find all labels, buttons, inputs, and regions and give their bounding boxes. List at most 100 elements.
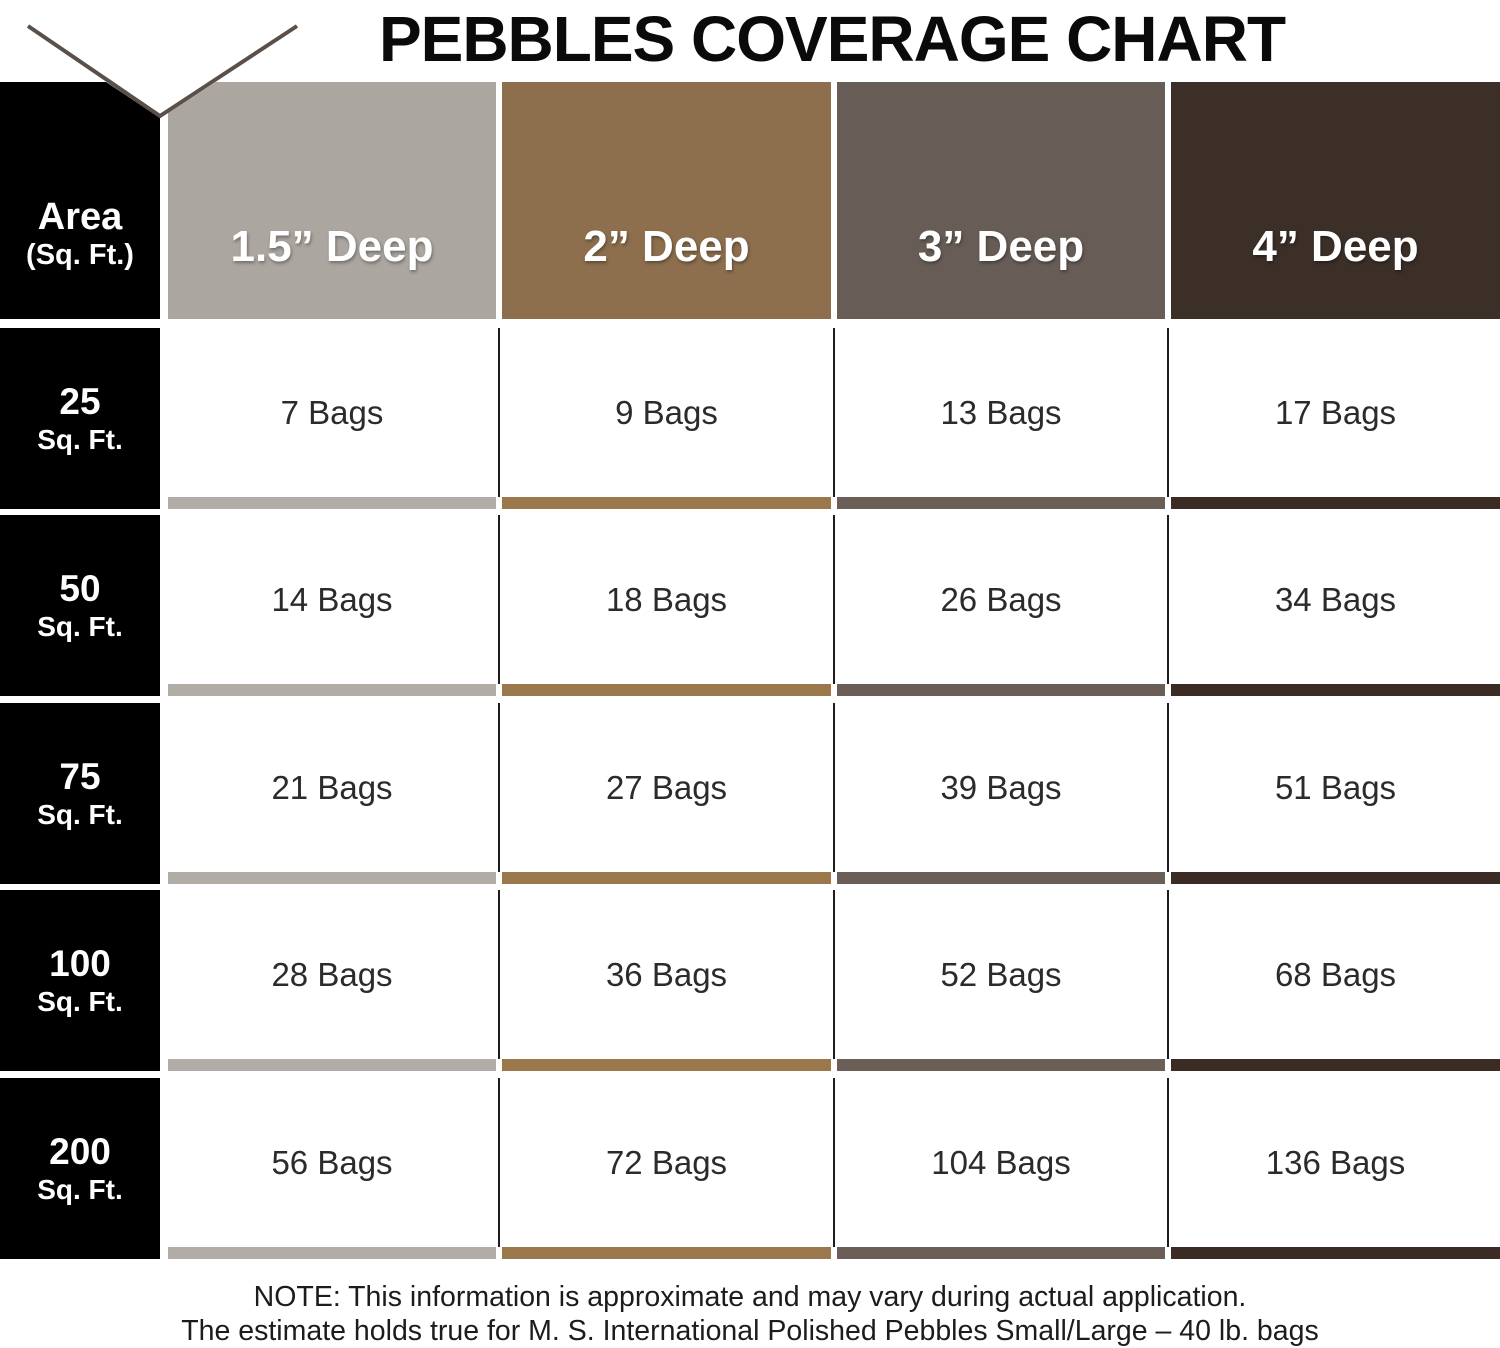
area-header-cell: Area (Sq. Ft.) [0,82,160,319]
cell-value: 9 Bags [502,328,831,497]
column-divider [1165,515,1171,684]
cell-value: 28 Bags [168,890,496,1059]
cell-value: 21 Bags [168,703,496,872]
footnote-line-1: NOTE: This information is approximate an… [253,1281,1247,1313]
area-unit: Sq. Ft. [37,424,123,455]
column-color-strip [1171,872,1500,884]
area-cell-100: 100 Sq. Ft. [0,890,160,1071]
cell-value: 68 Bags [1171,890,1500,1059]
area-cell-25: 25 Sq. Ft. [0,328,160,509]
table-row: 50 Sq. Ft. 14 Bags 18 Bags 26 Bags 34 Ba… [0,515,1500,703]
cell-value: 27 Bags [502,703,831,872]
column-divider [831,1078,837,1247]
column-divider [1165,703,1171,872]
cell-100-2deep: 36 Bags [502,890,831,1078]
cell-value: 51 Bags [1171,703,1500,872]
column-divider [496,890,502,1059]
area-header-label: Area [37,196,123,238]
cell-value: 26 Bags [837,515,1165,684]
column-divider [1165,328,1171,497]
column-header-3-deep: 3” Deep [837,82,1165,319]
cell-50-2deep: 18 Bags [502,515,831,703]
column-color-strip [168,872,496,884]
area-value: 25 [59,381,101,422]
table-row: 75 Sq. Ft. 21 Bags 27 Bags 39 Bags 51 Ba… [0,703,1500,891]
column-divider [496,328,502,497]
table-row: 100 Sq. Ft. 28 Bags 36 Bags 52 Bags 68 B… [0,890,1500,1078]
area-cell-50: 50 Sq. Ft. [0,515,160,696]
cell-100-1-5deep: 28 Bags [168,890,496,1078]
cell-200-3deep: 104 Bags [837,1078,1165,1266]
area-value: 75 [59,756,101,797]
area-value: 100 [49,943,111,984]
area-unit: Sq. Ft. [37,799,123,830]
column-divider [496,703,502,872]
area-cell-200: 200 Sq. Ft. [0,1078,160,1259]
column-color-strip [168,497,496,509]
table-row: 25 Sq. Ft. 7 Bags 9 Bags 13 Bags 17 Bags [0,328,1500,516]
table-header-row: Area (Sq. Ft.) 1.5” Deep 2” Deep 3” Deep… [0,82,1500,319]
page-title: PEBBLES COVERAGE CHART [378,3,1286,75]
footnote-line-2: The estimate holds true for M. S. Intern… [181,1315,1319,1347]
column-header-1-5-deep: 1.5” Deep [168,82,496,319]
area-unit: Sq. Ft. [37,611,123,642]
column-divider [496,1078,502,1247]
v-checkmark-decoration [26,24,299,119]
column-divider [1165,1078,1171,1247]
column-color-strip [502,684,831,696]
column-color-strip [837,497,1165,509]
column-divider [831,328,837,497]
footnote: NOTE: This information is approximate an… [0,1280,1500,1348]
cell-200-2deep: 72 Bags [502,1078,831,1266]
cell-100-4deep: 68 Bags [1171,890,1500,1078]
area-value: 200 [49,1131,111,1172]
column-divider [831,515,837,684]
cell-value: 34 Bags [1171,515,1500,684]
area-unit: Sq. Ft. [37,1174,123,1205]
column-divider [496,515,502,684]
column-color-strip [1171,1247,1500,1259]
cell-25-2deep: 9 Bags [502,328,831,516]
area-header-sublabel: (Sq. Ft.) [26,239,134,271]
cell-25-3deep: 13 Bags [837,328,1165,516]
cell-value: 36 Bags [502,890,831,1059]
cell-100-3deep: 52 Bags [837,890,1165,1078]
cell-50-1-5deep: 14 Bags [168,515,496,703]
column-divider [831,703,837,872]
cell-value: 39 Bags [837,703,1165,872]
area-unit: Sq. Ft. [37,986,123,1017]
column-color-strip [837,684,1165,696]
cell-value: 18 Bags [502,515,831,684]
column-color-strip [502,1059,831,1071]
column-color-strip [1171,497,1500,509]
column-color-strip [502,872,831,884]
cell-25-1-5deep: 7 Bags [168,328,496,516]
column-color-strip [502,497,831,509]
cell-200-4deep: 136 Bags [1171,1078,1500,1266]
column-color-strip [168,1247,496,1259]
cell-value: 14 Bags [168,515,496,684]
cell-value: 17 Bags [1171,328,1500,497]
cell-50-4deep: 34 Bags [1171,515,1500,703]
cell-value: 7 Bags [168,328,496,497]
area-value: 50 [59,568,101,609]
cell-value: 136 Bags [1171,1078,1500,1247]
cell-75-2deep: 27 Bags [502,703,831,891]
cell-value: 56 Bags [168,1078,496,1247]
cell-200-1-5deep: 56 Bags [168,1078,496,1266]
cell-value: 72 Bags [502,1078,831,1247]
column-header-2-deep: 2” Deep [502,82,831,319]
column-color-strip [837,872,1165,884]
cell-75-4deep: 51 Bags [1171,703,1500,891]
column-color-strip [1171,684,1500,696]
column-color-strip [168,684,496,696]
column-color-strip [837,1059,1165,1071]
cell-value: 104 Bags [837,1078,1165,1247]
column-color-strip [168,1059,496,1071]
column-header-4-deep: 4” Deep [1171,82,1500,319]
cell-value: 52 Bags [837,890,1165,1059]
column-color-strip [502,1247,831,1259]
column-divider [831,890,837,1059]
cell-50-3deep: 26 Bags [837,515,1165,703]
column-divider [1165,890,1171,1059]
